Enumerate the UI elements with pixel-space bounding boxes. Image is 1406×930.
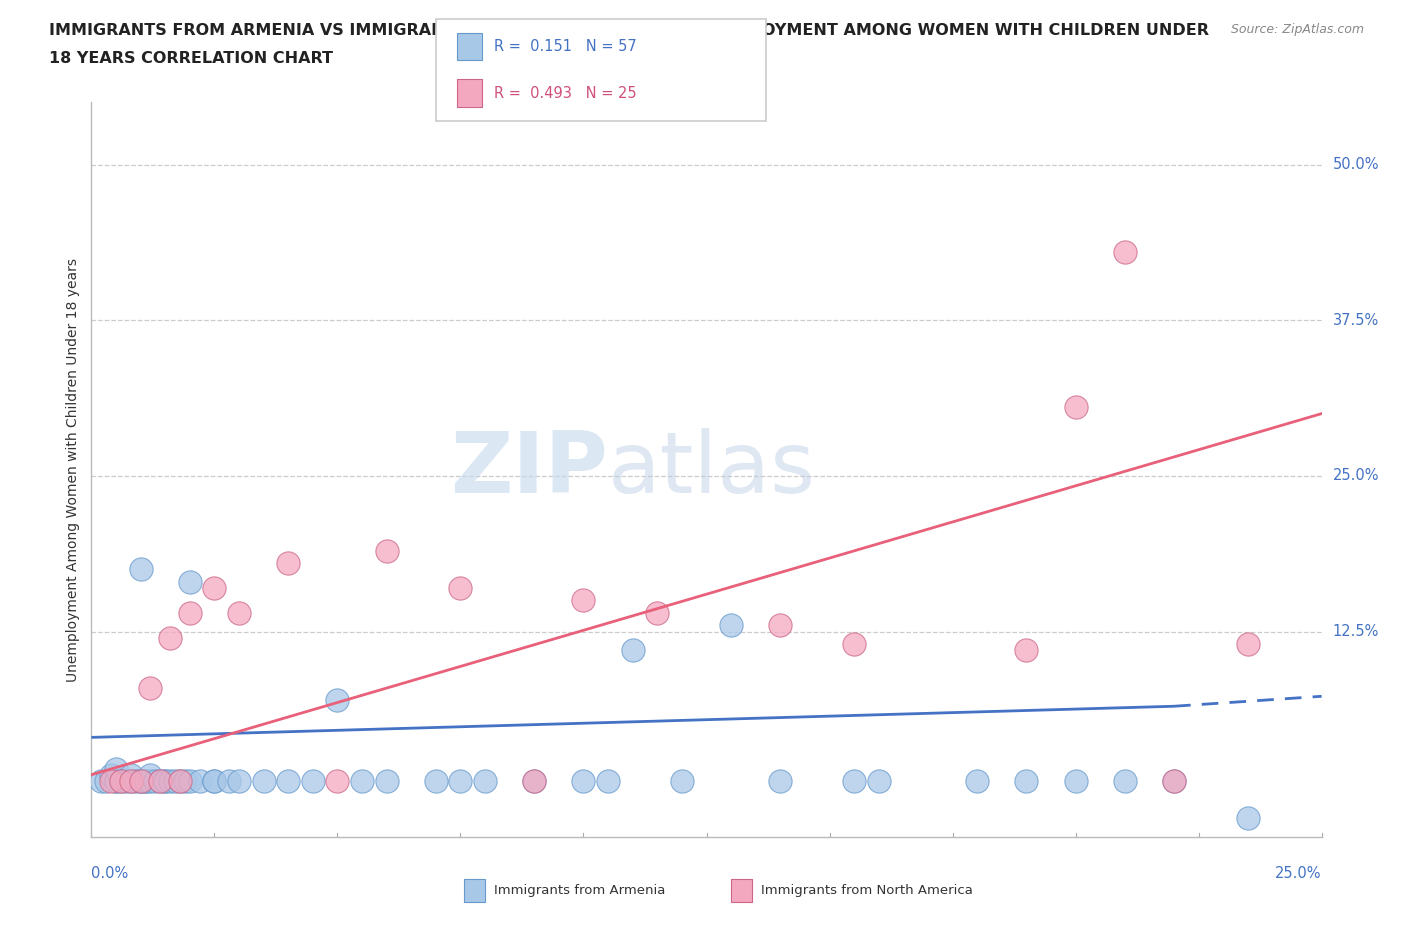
Point	[375, 774, 398, 789]
Point	[1114, 245, 1136, 259]
Point	[120, 767, 142, 782]
Point	[100, 774, 122, 789]
Point	[375, 543, 398, 558]
Text: 37.5%: 37.5%	[1333, 312, 1379, 327]
Point	[572, 593, 595, 608]
Point	[1237, 811, 1260, 826]
Text: atlas: atlas	[607, 428, 815, 512]
Point	[129, 774, 152, 789]
Point	[352, 774, 374, 789]
Text: 0.0%: 0.0%	[91, 867, 128, 882]
Point	[523, 774, 546, 789]
Point	[326, 693, 349, 708]
Text: IMMIGRANTS FROM ARMENIA VS IMMIGRANTS FROM NORTH AMERICA UNEMPLOYMENT AMONG WOME: IMMIGRANTS FROM ARMENIA VS IMMIGRANTS FR…	[49, 23, 1209, 38]
Point	[149, 774, 172, 789]
Point	[129, 774, 152, 789]
Point	[120, 774, 142, 789]
Point	[671, 774, 693, 789]
Point	[228, 605, 250, 620]
Point	[105, 774, 127, 789]
Point	[1163, 774, 1185, 789]
Point	[228, 774, 250, 789]
Point	[202, 580, 225, 595]
Text: 12.5%: 12.5%	[1333, 624, 1379, 639]
Point	[842, 636, 865, 651]
Point	[621, 643, 644, 658]
Text: R =  0.493   N = 25: R = 0.493 N = 25	[494, 86, 636, 100]
Point	[202, 774, 225, 789]
Point	[449, 774, 471, 789]
Point	[645, 605, 669, 620]
Point	[124, 774, 146, 789]
Point	[159, 631, 181, 645]
Text: 50.0%: 50.0%	[1333, 157, 1379, 172]
Point	[153, 774, 177, 789]
Point	[159, 774, 181, 789]
Text: 18 YEARS CORRELATION CHART: 18 YEARS CORRELATION CHART	[49, 51, 333, 66]
Point	[120, 774, 142, 789]
Text: R =  0.151   N = 57: R = 0.151 N = 57	[494, 39, 637, 54]
Point	[868, 774, 890, 789]
Point	[218, 774, 240, 789]
Point	[96, 774, 117, 789]
Point	[425, 774, 447, 789]
Point	[1064, 774, 1087, 789]
Point	[572, 774, 595, 789]
Text: 25.0%: 25.0%	[1333, 469, 1379, 484]
Point	[1064, 400, 1087, 415]
Point	[169, 774, 191, 789]
Y-axis label: Unemployment Among Women with Children Under 18 years: Unemployment Among Women with Children U…	[66, 258, 80, 682]
Text: Immigrants from North America: Immigrants from North America	[761, 884, 973, 897]
Point	[139, 767, 162, 782]
Point	[449, 580, 471, 595]
Point	[188, 774, 211, 789]
Point	[90, 774, 112, 789]
Point	[149, 774, 172, 789]
Point	[1015, 643, 1038, 658]
Point	[174, 774, 197, 789]
Point	[596, 774, 619, 789]
Point	[842, 774, 865, 789]
Text: Immigrants from Armenia: Immigrants from Armenia	[494, 884, 665, 897]
Point	[179, 575, 201, 590]
Point	[523, 774, 546, 789]
Point	[110, 774, 132, 789]
Point	[1237, 636, 1260, 651]
Point	[139, 680, 162, 695]
Point	[1163, 774, 1185, 789]
Point	[769, 618, 792, 632]
Point	[769, 774, 792, 789]
Point	[253, 774, 276, 789]
Point	[110, 774, 132, 789]
Point	[1015, 774, 1038, 789]
Point	[129, 562, 152, 577]
Point	[139, 774, 162, 789]
Point	[179, 605, 201, 620]
Point	[277, 774, 299, 789]
Point	[135, 774, 156, 789]
Point	[966, 774, 988, 789]
Point	[105, 761, 127, 776]
Point	[169, 774, 191, 789]
Point	[153, 774, 177, 789]
Point	[145, 774, 166, 789]
Point	[135, 774, 156, 789]
Text: Source: ZipAtlas.com: Source: ZipAtlas.com	[1230, 23, 1364, 36]
Point	[720, 618, 742, 632]
Point	[474, 774, 496, 789]
Point	[163, 774, 186, 789]
Point	[326, 774, 349, 789]
Point	[277, 555, 299, 570]
Point	[100, 767, 122, 782]
Point	[105, 774, 127, 789]
Text: 25.0%: 25.0%	[1275, 867, 1322, 882]
Point	[1114, 774, 1136, 789]
Text: ZIP: ZIP	[450, 428, 607, 512]
Point	[129, 774, 152, 789]
Point	[114, 774, 138, 789]
Point	[179, 774, 201, 789]
Point	[301, 774, 323, 789]
Point	[202, 774, 225, 789]
